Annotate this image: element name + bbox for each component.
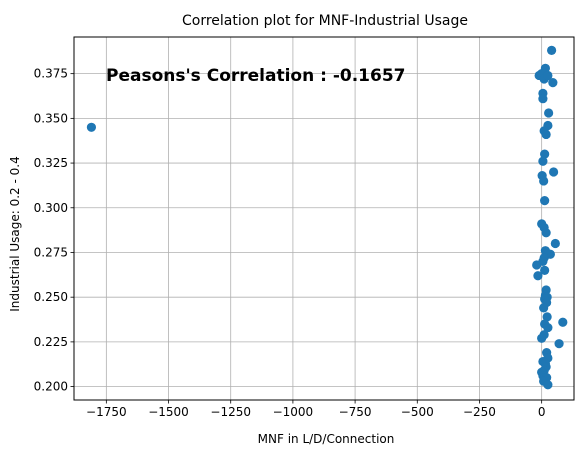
scatter-point (542, 312, 552, 322)
plot-frame (73, 36, 575, 401)
y-tick-label: 0.275 (34, 245, 68, 259)
scatter-point (541, 228, 551, 238)
y-axis-label: Industrial Usage: 0.2 - 0.4 (8, 156, 22, 311)
scatter-point (540, 265, 550, 275)
scatter-point (543, 70, 553, 81)
scatter-point (532, 260, 542, 270)
x-tick-label: −1250 (210, 405, 251, 419)
x-tick-label: −1000 (273, 405, 314, 419)
x-tick-label: −1500 (148, 405, 189, 419)
chart-title: Correlation plot for MNF-Industrial Usag… (182, 13, 468, 29)
scatter-point (533, 271, 543, 281)
y-tick-label: 0.375 (34, 67, 68, 81)
grid-lines (74, 37, 574, 400)
scatter-point (86, 122, 97, 132)
scatter-point (549, 167, 559, 177)
scatter-point (543, 322, 553, 333)
scatter-point (540, 149, 550, 159)
y-axis-ticks: 0.200 0.225 0.250 0.275 0.300 0.325 0.350 0.375 (34, 67, 74, 394)
y-tick-label: 0.200 (34, 380, 68, 394)
scatter-point (539, 176, 549, 186)
x-tick-label: 0 (538, 405, 546, 419)
y-tick-label: 0.325 (34, 156, 68, 170)
scatter-point (540, 196, 550, 206)
y-tick-label: 0.225 (34, 335, 68, 349)
scatter-point (547, 45, 557, 56)
x-tick-label: −250 (463, 405, 496, 419)
x-tick-label: −750 (339, 405, 372, 419)
scatter-point (541, 129, 551, 140)
y-tick-label: 0.350 (34, 111, 68, 125)
scatter-point (550, 238, 560, 249)
x-tick-label: −500 (401, 405, 434, 419)
scatter-point (538, 156, 548, 166)
scatter-point (558, 317, 568, 327)
scatter-point (554, 339, 564, 349)
scatter-point (544, 108, 554, 118)
x-axis-label: MNF in L/D/Connection (258, 432, 395, 446)
y-tick-label: 0.250 (34, 290, 68, 304)
x-axis-ticks: −1750 −1500 −1250 −1000 −750 −500 −250 0 (86, 400, 545, 419)
scatter-points (86, 45, 568, 390)
correlation-annotation: Peasons's Correlation : -0.1657 (106, 66, 406, 86)
x-tick-label: −1750 (86, 405, 127, 419)
scatter-point (538, 94, 548, 104)
scatter-point (543, 380, 553, 390)
scatter-point (537, 333, 547, 343)
scatter-point (539, 303, 549, 313)
y-tick-label: 0.300 (34, 201, 68, 215)
scatter-point (548, 77, 558, 88)
